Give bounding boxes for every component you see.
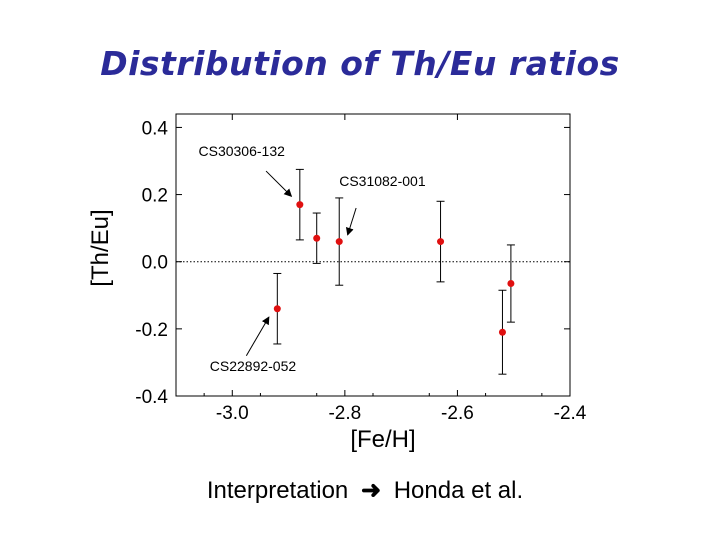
data-point xyxy=(507,280,515,288)
x-axis-label: [Fe/H] xyxy=(350,426,415,453)
x-tick-label: -3.0 xyxy=(216,403,249,424)
footer-reference: Honda et al. xyxy=(393,477,524,504)
x-tick-label: -2.6 xyxy=(441,403,474,424)
annotation-arrow xyxy=(245,316,270,356)
annotation-label: CS22892-052 xyxy=(210,358,297,374)
data-point xyxy=(296,201,304,209)
annotation-arrow xyxy=(345,207,357,236)
right-arrow-icon: ➜ xyxy=(360,477,382,504)
y-tick-label: 0.2 xyxy=(142,186,168,207)
y-tick-label: -0.2 xyxy=(135,320,168,341)
data-point xyxy=(335,238,343,246)
data-point xyxy=(437,238,445,246)
data-point xyxy=(498,328,506,336)
annotation-label: CS30306-132 xyxy=(199,143,286,159)
annotation-arrow xyxy=(265,170,293,197)
footer: Interpretation ➜ Honda et al. xyxy=(0,476,720,505)
data-point xyxy=(273,305,281,313)
y-tick-label: 0.4 xyxy=(142,118,169,139)
x-tick-label: -2.8 xyxy=(328,403,361,424)
y-tick-label: -0.4 xyxy=(135,387,168,408)
footer-text: Interpretation xyxy=(206,477,349,504)
slide-title: Distribution of Th/Eu ratios xyxy=(100,44,620,83)
y-tick-label: 0.0 xyxy=(142,253,168,274)
annotation-label: CS31082-001 xyxy=(339,173,426,189)
data-point xyxy=(313,234,321,242)
x-tick-label: -2.4 xyxy=(554,403,587,424)
y-axis-label: [Th/Eu] xyxy=(87,209,114,286)
